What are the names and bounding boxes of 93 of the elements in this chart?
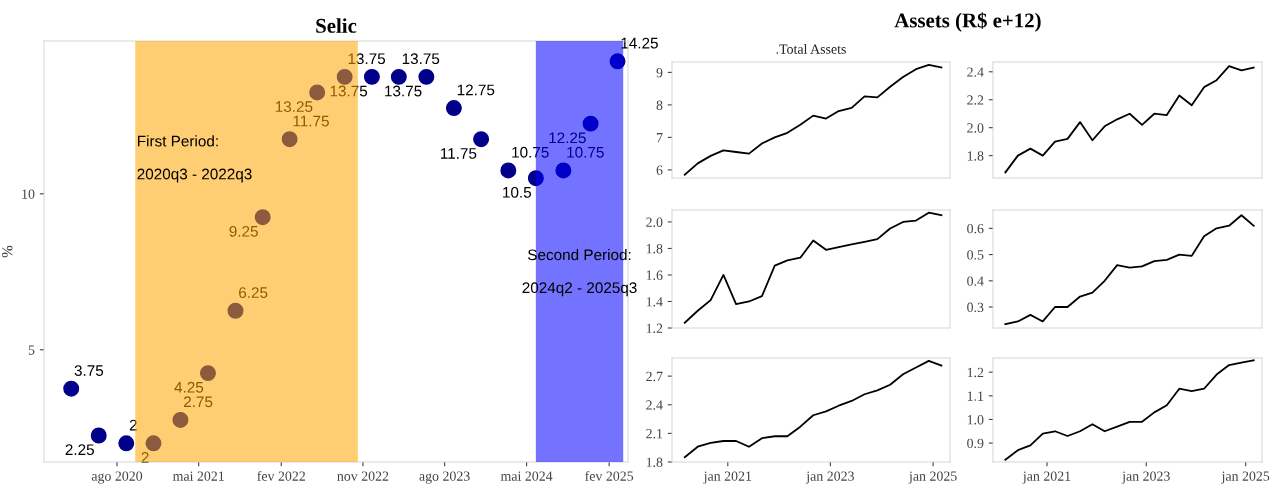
- y-tick-label: 10: [22, 189, 35, 199]
- text: Second Period: 2024q2 - 2025q3: [522, 248, 637, 297]
- y-tick-label: 6: [656, 165, 663, 175]
- y-tick-label: 2.0: [646, 217, 663, 227]
- y-tick-label: 1.1: [967, 391, 984, 401]
- x-tick-label: jan 2021: [703, 471, 752, 484]
- point: [145, 435, 162, 452]
- y-tick-label: 2.0: [967, 123, 984, 133]
- x-tick-label: mai 2024: [500, 471, 553, 481]
- data-label: 3.75: [74, 365, 104, 376]
- y-tick-label: 2.1: [646, 429, 663, 439]
- line-series: [683, 64, 943, 176]
- x-tick-label: ago 2023: [419, 471, 470, 484]
- x-tick-label: jan 2025: [908, 471, 957, 484]
- y-tick-label: 1.2: [967, 367, 984, 378]
- point: [336, 68, 353, 85]
- line-series: [683, 359, 943, 459]
- point: [418, 68, 435, 85]
- line-series: [1004, 214, 1255, 325]
- data-label: 2.75: [183, 396, 213, 408]
- data-label: 13.75: [385, 85, 422, 97]
- point: [500, 162, 517, 179]
- point: [227, 302, 244, 319]
- y-tick-label: 0.9: [967, 438, 984, 449]
- y-tick-label: 8: [656, 100, 663, 110]
- line-series: [1004, 65, 1255, 174]
- point: [199, 365, 216, 382]
- chart-title: Selic: [316, 18, 357, 33]
- point: [309, 84, 326, 101]
- y-tick-label: 1.6: [646, 270, 663, 280]
- data-label: 11.75: [293, 115, 329, 127]
- point: [172, 411, 189, 428]
- y-tick-label: 1.4: [646, 297, 663, 307]
- chart-title: Assets (R$ e+12): [894, 12, 1041, 32]
- y-tick-label: 1.8: [646, 457, 663, 468]
- point: [118, 435, 135, 452]
- y-tick-label: 2.7: [646, 371, 663, 382]
- y-axis-title: %: [2, 245, 13, 258]
- x-tick-label: jan 2023: [1121, 471, 1170, 484]
- x-tick-label: ago 2020: [91, 471, 143, 484]
- y-tick-label: 2.4: [646, 400, 663, 410]
- y-tick-label: 0.4: [967, 276, 984, 286]
- data-label: 12.25: [549, 132, 586, 144]
- chart-subtitle: .Total Assets: [776, 44, 846, 54]
- point: [527, 170, 544, 187]
- point: [254, 209, 271, 226]
- y-tick-label: 7: [656, 133, 663, 143]
- point: [582, 115, 599, 132]
- point: [90, 427, 107, 444]
- point: [445, 100, 462, 117]
- y-tick-label: 2.4: [967, 67, 984, 77]
- data-label: 12.75: [457, 84, 495, 96]
- y-tick-label: 1.0: [967, 415, 984, 425]
- data-label: 13.25: [275, 101, 313, 113]
- y-tick-label: 1.8: [967, 151, 984, 161]
- x-tick-label: jan 2023: [805, 471, 854, 484]
- data-label: 11.75: [441, 148, 477, 159]
- point: [555, 162, 572, 179]
- data-label: 6.25: [239, 287, 268, 299]
- data-label: 13.75: [348, 53, 386, 65]
- data-label: 14.25: [621, 37, 658, 49]
- y-tick-label: 2.2: [967, 95, 984, 105]
- point: [473, 131, 490, 148]
- x-tick-label: nov 2022: [337, 471, 389, 481]
- line-series: [683, 211, 943, 324]
- data-label: 10.5: [503, 186, 532, 198]
- data-label: 9.25: [229, 225, 258, 237]
- x-tick-label: jan 2021: [1022, 471, 1071, 484]
- x-tick-label: jan 2025: [1221, 471, 1270, 484]
- y-tick-label: 1.2: [646, 323, 663, 334]
- point: [390, 68, 407, 85]
- point: [281, 131, 298, 148]
- point: [63, 380, 80, 397]
- point: [363, 68, 380, 85]
- text: First Period: 2020q3 - 2022q3: [137, 135, 252, 183]
- y-tick-label: 0.6: [967, 223, 984, 234]
- x-tick-label: mai 2021: [172, 471, 224, 481]
- y-tick-label: 5: [28, 345, 35, 355]
- data-label: 2.25: [65, 444, 94, 456]
- data-label: 10.75: [567, 146, 604, 158]
- data-label: 10.75: [512, 146, 549, 158]
- point: [609, 53, 626, 70]
- y-tick-label: 9: [656, 68, 663, 78]
- data-label: 2: [141, 452, 149, 463]
- x-tick-label: fev 2025: [585, 470, 634, 481]
- y-tick-label: 0.3: [967, 302, 984, 313]
- line-series: [1004, 359, 1255, 461]
- y-tick-label: 0.5: [967, 250, 984, 260]
- data-label: 13.75: [402, 53, 440, 65]
- data-label: 4.25: [174, 381, 204, 393]
- y-tick-label: 1.8: [646, 244, 663, 254]
- x-tick-label: fev 2022: [257, 470, 305, 481]
- data-label: 2: [129, 419, 137, 431]
